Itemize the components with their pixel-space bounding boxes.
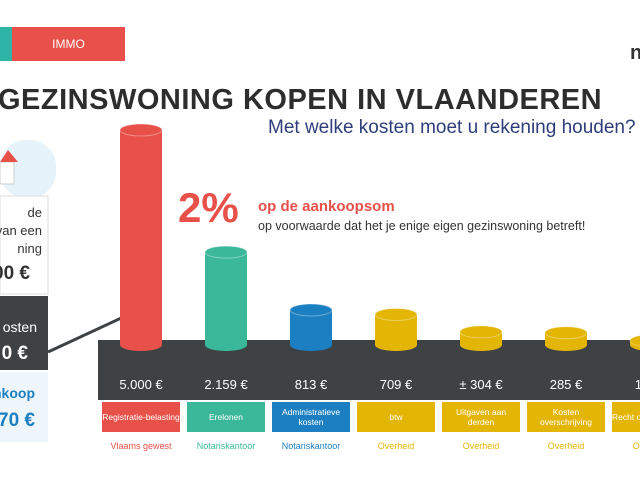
category-label: Registratie-belasting [102, 402, 180, 432]
pedestal [98, 340, 640, 400]
tag-accent [0, 27, 12, 61]
total: 70 € [0, 410, 35, 431]
category-label: Erelonen [187, 402, 265, 432]
panel-line: van een [0, 223, 42, 238]
bar-cap [544, 326, 588, 340]
category-label: Kosten overschrijving [527, 402, 605, 432]
value-label: 100 € [634, 377, 640, 392]
bar-cap [374, 308, 418, 322]
price: 00 € [0, 263, 30, 284]
note: op voorwaarde dat het je enige eigen gez… [258, 219, 586, 233]
value-label: 709 € [379, 377, 413, 392]
category-label: Recht op geschriften [612, 402, 640, 432]
logo: n [630, 42, 640, 64]
source-label: Notariskantoor [281, 441, 341, 451]
total-card [0, 372, 48, 442]
title: GEZINSWONING KOPEN IN VLAANDEREN [0, 84, 603, 116]
headline: op de aankoopsom [258, 198, 395, 215]
bar [120, 130, 162, 345]
house-icon [0, 161, 15, 185]
source-label: Vlaams gewest [110, 441, 172, 451]
panel-line: ning [17, 241, 42, 256]
category-label: Administratieve kosten [272, 402, 350, 432]
bar-cap [119, 123, 163, 137]
value-label: 813 € [294, 377, 328, 392]
bar [205, 252, 247, 345]
bar-cap [204, 245, 248, 259]
source-label: Overheid [547, 441, 585, 451]
tag-box [12, 27, 125, 61]
bar-cap [459, 325, 503, 339]
costs-label: osten [2, 319, 37, 335]
value-label: 5.000 € [119, 377, 163, 392]
costs: 0 € [1, 343, 28, 364]
total-label: nkoop [0, 385, 35, 401]
category-label: Uitgaven aan derden [442, 402, 520, 432]
panel-line: de [27, 205, 42, 220]
house-roof [0, 150, 18, 162]
bar-cap [289, 303, 333, 317]
percent: 2% [178, 184, 239, 231]
source-label: Notariskantoor [196, 441, 256, 451]
source-label: Overheid [632, 441, 640, 451]
bar-cap [629, 335, 640, 347]
costs-card [0, 296, 48, 370]
source-label: Overheid [377, 441, 415, 451]
tag: IMMO [52, 37, 85, 51]
source-label: Overheid [462, 441, 500, 451]
price-lines: de van een ning [0, 204, 42, 258]
value-label: ± 304 € [459, 377, 503, 392]
value-label: 285 € [549, 377, 583, 392]
category-label: btw [357, 402, 435, 432]
value-label: 2.159 € [204, 377, 248, 392]
price-card [0, 195, 49, 295]
subtitle: Met welke kosten moet u rekening houden? [268, 117, 636, 138]
